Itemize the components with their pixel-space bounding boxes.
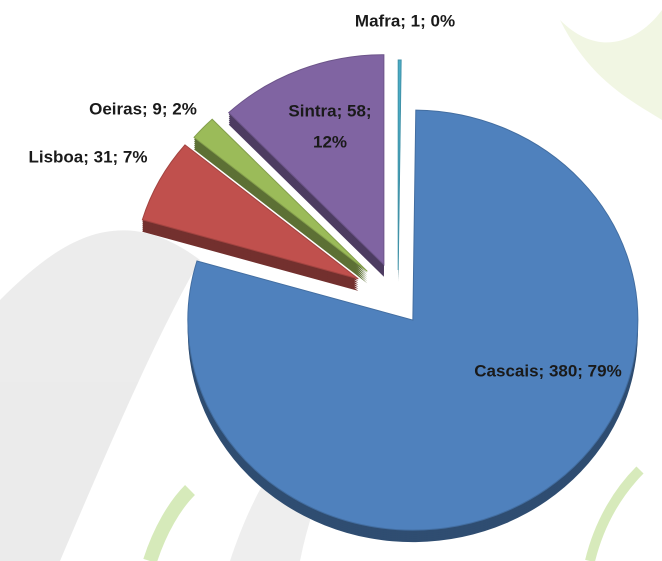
- data-label: 12%: [313, 132, 347, 151]
- data-label: Oeiras; 9; 2%: [89, 99, 197, 118]
- stem: [585, 466, 644, 561]
- data-label: Lisboa; 31; 7%: [28, 147, 147, 166]
- slice: [187, 109, 639, 531]
- slice: [193, 118, 368, 272]
- slice: [228, 54, 385, 266]
- data-label: Sintra; 58;: [288, 101, 371, 120]
- slice: [141, 144, 359, 280]
- data-label: Cascais; 380; 79%: [474, 361, 621, 380]
- leaf-shape: [0, 230, 200, 561]
- pie: [141, 54, 639, 543]
- data-label: Mafra; 1; 0%: [355, 11, 455, 30]
- stem: [143, 485, 196, 561]
- leaf-shape: [560, 10, 662, 120]
- labels: Mafra; 1; 0% Cascais; 380; 79% Lisboa; 31;…: [28, 11, 621, 380]
- slice: [397, 59, 402, 271]
